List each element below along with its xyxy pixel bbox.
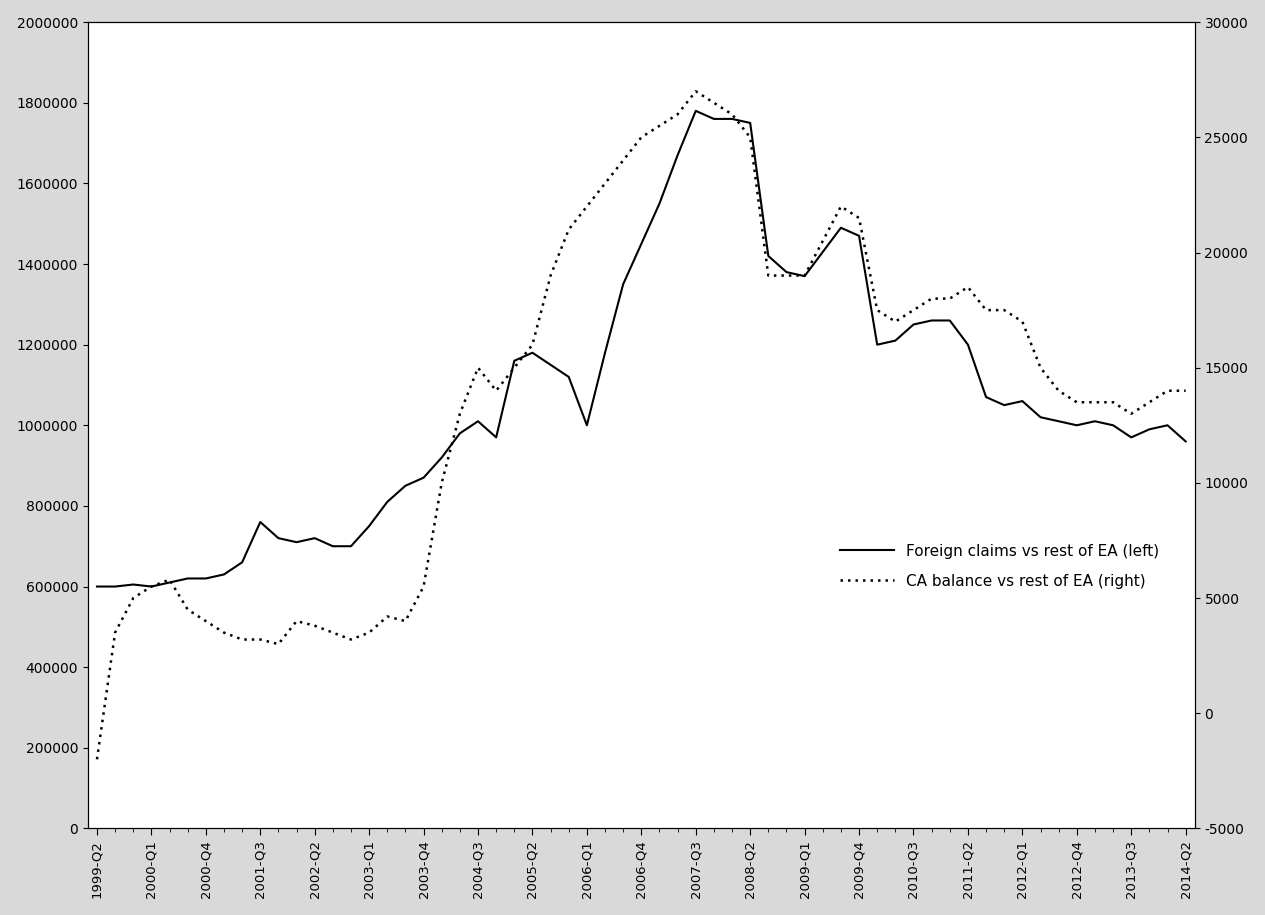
CA balance vs rest of EA (right) <box>760 270 775 281</box>
Line: CA balance vs rest of EA (right): CA balance vs rest of EA (right) <box>97 92 1185 759</box>
Foreign claims vs rest of EA (left) <box>471 415 486 426</box>
CA balance vs rest of EA (right) <box>670 109 686 120</box>
Foreign claims vs rest of EA (left) <box>1178 436 1193 447</box>
Foreign claims vs rest of EA (left) <box>307 533 323 544</box>
Legend: Foreign claims vs rest of EA (left), CA balance vs rest of EA (right): Foreign claims vs rest of EA (left), CA … <box>834 537 1165 595</box>
Foreign claims vs rest of EA (left) <box>688 105 703 116</box>
Foreign claims vs rest of EA (left) <box>1051 415 1066 426</box>
Foreign claims vs rest of EA (left) <box>670 150 686 161</box>
CA balance vs rest of EA (right) <box>307 620 323 631</box>
Foreign claims vs rest of EA (left) <box>343 541 358 552</box>
CA balance vs rest of EA (right) <box>471 362 486 373</box>
Foreign claims vs rest of EA (left) <box>90 581 105 592</box>
Foreign claims vs rest of EA (left) <box>760 251 775 262</box>
Line: Foreign claims vs rest of EA (left): Foreign claims vs rest of EA (left) <box>97 111 1185 587</box>
CA balance vs rest of EA (right) <box>1178 385 1193 396</box>
CA balance vs rest of EA (right) <box>688 86 703 97</box>
CA balance vs rest of EA (right) <box>90 754 105 765</box>
CA balance vs rest of EA (right) <box>1051 385 1066 396</box>
CA balance vs rest of EA (right) <box>343 634 358 645</box>
